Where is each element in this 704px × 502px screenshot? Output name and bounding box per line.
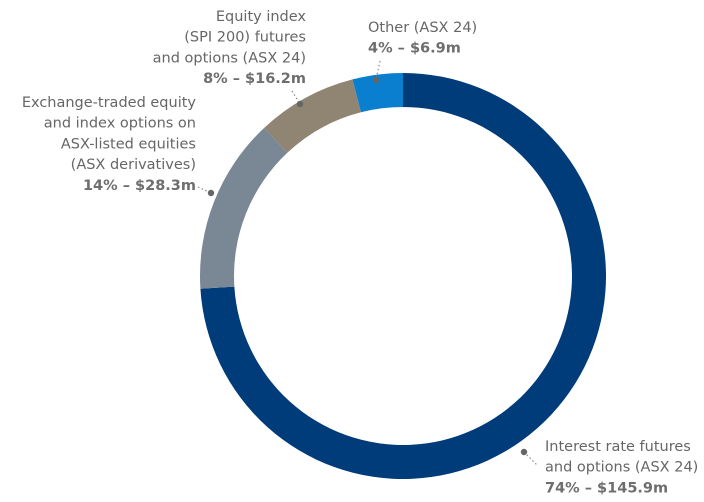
donut-segment: [352, 73, 403, 113]
segment-label: (ASX derivatives): [71, 157, 196, 173]
segment-label: and options (ASX 24): [545, 460, 698, 476]
leader-line: [375, 60, 381, 81]
leader-line: [523, 451, 539, 467]
leader-dot: [296, 100, 304, 108]
segment-label: Interest rate futures: [545, 439, 691, 455]
segment-label: Equity index: [216, 9, 307, 25]
leader-dot: [207, 189, 215, 197]
segment-label: and options (ASX 24): [153, 50, 306, 66]
segment-label: Exchange-traded equity: [22, 95, 197, 111]
leader-dot: [372, 76, 380, 84]
segment-label: (SPI 200) futures: [184, 30, 306, 46]
segment-label: ASX-listed equities: [61, 136, 196, 152]
value-label: 4% – $6.9m: [368, 41, 461, 57]
leader-dot: [520, 448, 528, 456]
value-label: 14% – $28.3m: [83, 178, 196, 194]
value-label: 8% – $16.2m: [203, 71, 306, 87]
donut-segment: [264, 79, 361, 153]
donut-segment: [200, 128, 288, 289]
value-label: 74% – $145.9m: [545, 480, 668, 496]
segment-label: Other (ASX 24): [368, 20, 477, 36]
segment-label: and index options on: [44, 116, 196, 132]
